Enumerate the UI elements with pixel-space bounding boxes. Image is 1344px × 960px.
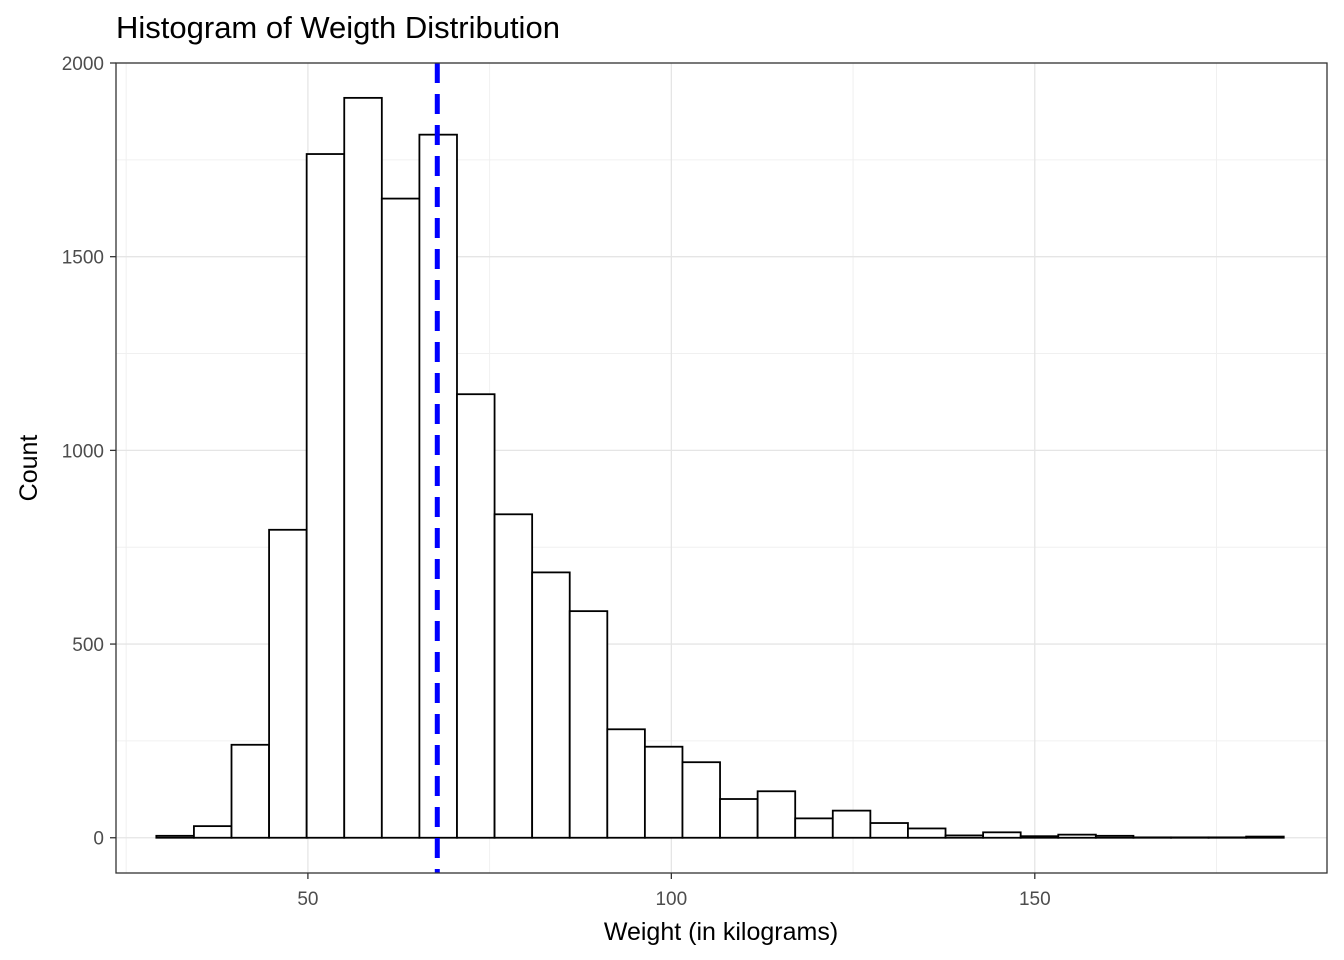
histogram-bar [343, 96, 383, 839]
histogram-bar [944, 834, 985, 839]
histogram-bar [681, 761, 721, 839]
histogram-bar [230, 743, 270, 839]
histogram-bar [193, 825, 233, 839]
axes: 0 500 1000 1500 2000 50 100 150 [62, 54, 1051, 910]
y-tick-label: 0 [93, 829, 104, 850]
histogram-bar [456, 393, 496, 839]
histogram-bar [568, 610, 609, 839]
x-tick-label: 50 [297, 889, 318, 910]
histogram-bar [982, 831, 1022, 839]
histogram-bar [1019, 835, 1060, 839]
histogram-bar [155, 834, 195, 839]
x-tick-label: 100 [655, 889, 687, 910]
histogram-bar [794, 817, 834, 839]
y-tick-label: 500 [72, 635, 104, 656]
histogram-bar [1094, 834, 1135, 839]
x-axis-title: Weight (in kilograms) [604, 918, 838, 946]
histogram-bar [719, 798, 759, 839]
y-tick-label: 1000 [62, 441, 104, 462]
histogram-bar [831, 809, 872, 839]
histogram-bar [1245, 835, 1285, 839]
histogram-bar [869, 822, 909, 839]
histogram-bar [756, 790, 797, 839]
histogram-bar [493, 513, 534, 839]
histogram-bar [268, 528, 308, 839]
y-tick-label: 1500 [62, 248, 104, 269]
histogram-bar [305, 153, 346, 839]
histogram-bar [380, 197, 421, 839]
histogram-bar [531, 571, 571, 839]
histogram-bar [606, 728, 646, 839]
histogram-bar [643, 745, 684, 839]
chart-title: Histogram of Weigth Distribution [116, 10, 560, 45]
histogram-bar [907, 827, 947, 839]
x-tick-label: 150 [1019, 889, 1051, 910]
y-tick-label: 2000 [62, 54, 104, 75]
y-axis-title: Count [15, 435, 43, 502]
histogram-bars [155, 96, 1285, 839]
plot-panel-border [115, 62, 1328, 874]
histogram-bar [1057, 833, 1097, 839]
